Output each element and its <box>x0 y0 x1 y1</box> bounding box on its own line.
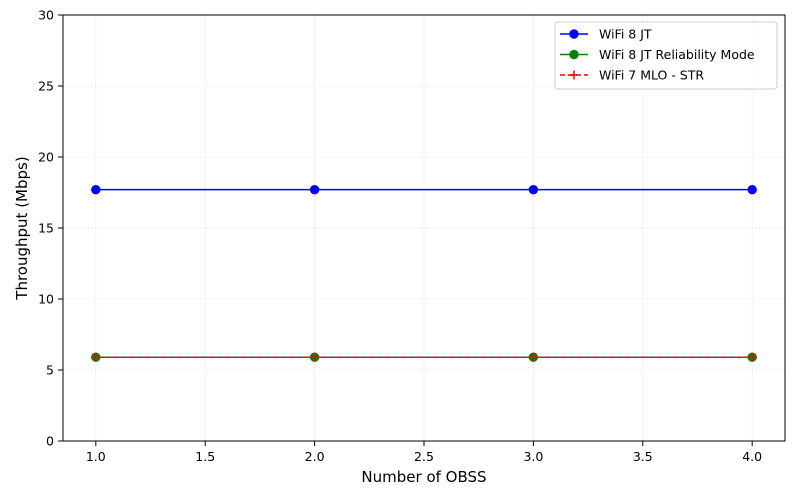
x-axis-label: Number of OBSS <box>361 468 486 486</box>
legend-label: WiFi 7 MLO - STR <box>599 68 704 83</box>
legend-label: WiFi 8 JT <box>599 27 652 42</box>
series-1 <box>91 184 757 195</box>
legend-item: WiFi 8 JT Reliability Mode <box>560 47 755 62</box>
data-point <box>91 352 101 362</box>
x-tick-label: 4.0 <box>742 449 762 464</box>
x-tick-label: 1.0 <box>86 449 106 464</box>
data-point <box>747 184 757 195</box>
y-tick-label: 15 <box>38 221 54 236</box>
data-point <box>91 184 101 195</box>
x-tick-label: 3.5 <box>633 449 653 464</box>
data-point <box>747 352 757 362</box>
legend: WiFi 8 JT WiFi 8 JT Reliability Mode WiFi … <box>554 21 778 90</box>
data-point <box>528 352 538 362</box>
legend-item: WiFi 7 MLO - STR <box>560 68 704 83</box>
x-tick-label: 1.5 <box>195 449 215 464</box>
series-lines <box>91 184 757 362</box>
legend-label: WiFi 8 JT Reliability Mode <box>599 47 755 62</box>
y-tick-label: 0 <box>46 434 54 449</box>
x-tick-label: 3.0 <box>523 449 543 464</box>
x-tick-label: 2.5 <box>414 449 434 464</box>
data-point <box>528 184 539 195</box>
y-axis-ticks: 0 5 10 15 20 25 30 <box>38 8 63 449</box>
data-point <box>309 184 320 195</box>
data-point <box>310 352 320 362</box>
y-tick-label: 25 <box>38 79 54 94</box>
legend-item: WiFi 8 JT <box>560 27 652 42</box>
y-tick-label: 20 <box>38 150 54 165</box>
series-3 <box>91 352 757 362</box>
y-axis-label: Throughput (Mbps) <box>13 156 31 300</box>
x-axis-ticks: 1.0 1.5 2.0 2.5 3.0 3.5 4.0 <box>86 441 762 464</box>
legend-marker <box>569 29 579 39</box>
y-tick-label: 10 <box>38 292 54 307</box>
legend-marker <box>569 70 579 80</box>
legend-marker <box>569 49 579 60</box>
y-tick-label: 30 <box>38 8 54 23</box>
x-tick-label: 2.0 <box>305 449 325 464</box>
y-tick-label: 5 <box>46 363 54 378</box>
legend-box <box>554 21 778 90</box>
